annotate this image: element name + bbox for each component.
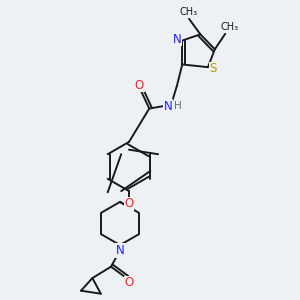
Text: H: H: [174, 101, 181, 111]
Text: CH₃: CH₃: [221, 22, 239, 32]
Text: N: N: [164, 100, 172, 113]
Text: N: N: [173, 32, 182, 46]
Text: O: O: [124, 197, 134, 210]
Text: O: O: [124, 276, 134, 289]
Text: CH₃: CH₃: [179, 7, 197, 17]
Text: S: S: [209, 62, 217, 75]
Text: N: N: [116, 244, 124, 257]
Text: O: O: [135, 79, 144, 92]
